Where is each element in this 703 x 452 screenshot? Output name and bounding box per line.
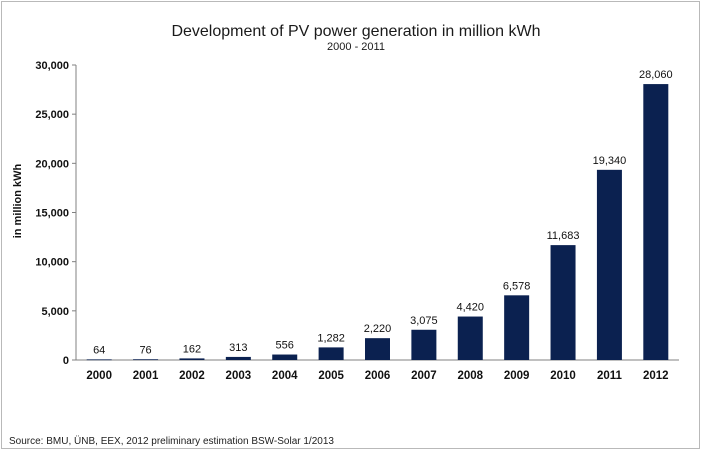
source-note: Source: BMU, ÜNB, EEX, 2012 preliminary …: [9, 435, 334, 447]
data-label: 76: [139, 344, 151, 356]
data-label: 1,282: [317, 332, 345, 344]
data-label: 162: [183, 343, 201, 355]
data-label: 6,578: [503, 280, 531, 292]
y-tick-label: 0: [63, 355, 69, 367]
bar-2010: [550, 245, 576, 360]
x-tick-label: 2006: [365, 370, 391, 382]
bar-2006: [365, 338, 390, 360]
bar-2008: [457, 316, 483, 360]
x-axis-ticks: 2000 2001 2002 2003 2004 2005 2006 2007 2008 2009…: [86, 370, 668, 382]
x-tick-label: 2005: [318, 370, 344, 382]
bar-2007: [411, 329, 437, 360]
y-tick-label: 25,000: [35, 109, 69, 121]
bar-2001: [133, 359, 159, 361]
data-label: 2,220: [364, 323, 392, 335]
data-label: 4,420: [457, 302, 485, 314]
data-label: 313: [229, 342, 247, 354]
bar-2012: [643, 84, 669, 361]
bar-2011: [596, 169, 622, 360]
bar-series: [86, 84, 669, 361]
x-tick-label: 2004: [272, 370, 298, 382]
data-label: 19,340: [593, 155, 627, 167]
bar-2005: [318, 347, 344, 360]
bar-2002: [179, 358, 205, 360]
data-labels: 64 76 162 313 556 1,282 2,220 3,075 4,420 6,578 11…: [93, 69, 673, 356]
data-label: 64: [93, 344, 105, 356]
data-label: 11,683: [547, 230, 580, 242]
x-tick-label: 2009: [504, 370, 530, 382]
x-tick-label: 2008: [457, 370, 483, 382]
y-tick-label: 20,000: [35, 158, 69, 170]
y-axis-ticks: 0 5,000 10,000 15,000 20,000 25,000 30,000: [35, 60, 76, 367]
x-tick-label: 2001: [133, 370, 159, 382]
data-label: 28,060: [639, 69, 673, 81]
bar-2009: [504, 295, 530, 360]
y-axis-label: in million kWh: [12, 163, 24, 238]
y-tick-label: 15,000: [35, 208, 69, 220]
plot-area: 0 5,000 10,000 15,000 20,000 25,000 30,000 64 7…: [35, 60, 679, 382]
x-tick-label: 2000: [86, 370, 112, 382]
x-tick-label: 2002: [179, 370, 205, 382]
x-tick-label: 2007: [411, 370, 437, 382]
chart-title: Development of PV power generation in mi…: [171, 23, 540, 40]
chart-subtitle: 2000 - 2011: [327, 41, 385, 53]
y-tick-label: 30,000: [35, 60, 69, 72]
bar-2003: [225, 356, 251, 360]
data-label: 3,075: [410, 315, 438, 327]
bar-2004: [272, 354, 298, 360]
data-label: 556: [276, 340, 294, 352]
x-tick-label: 2003: [226, 370, 252, 382]
bar-2000: [86, 359, 112, 361]
y-tick-label: 10,000: [35, 257, 69, 269]
x-tick-label: 2010: [550, 370, 576, 382]
y-tick-label: 5,000: [41, 306, 69, 318]
x-tick-label: 2012: [643, 370, 669, 382]
x-tick-label: 2011: [597, 370, 623, 382]
